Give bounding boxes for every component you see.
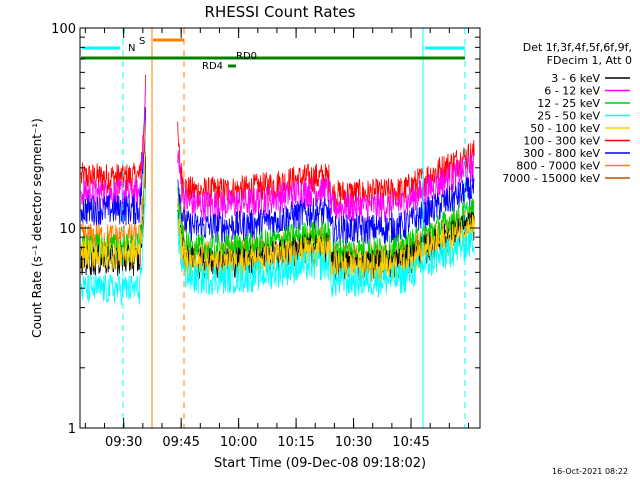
series-line bbox=[177, 214, 475, 284]
legend-entry-label: 6 - 12 keV bbox=[544, 85, 600, 98]
night-flag-label: N bbox=[128, 43, 135, 54]
plot-timestamp: 16-Oct-2021 08:22 bbox=[552, 467, 628, 476]
series-line bbox=[177, 150, 475, 224]
chart-title: RHESSI Count Rates bbox=[205, 3, 356, 21]
legend-header: Det 1f,3f,4f,5f,6f,9f, bbox=[523, 41, 632, 54]
series-line bbox=[80, 74, 146, 195]
series-lines bbox=[80, 74, 475, 306]
rd0-flag-label: RD0 bbox=[236, 51, 257, 62]
legend-entry-label: 3 - 6 keV bbox=[551, 72, 600, 85]
y-tick-label: 100 bbox=[51, 22, 76, 37]
legend-entry-label: 50 - 100 keV bbox=[530, 122, 600, 135]
saa-flag-label: S bbox=[139, 36, 145, 47]
x-axis-label: Start Time (09-Dec-08 09:18:02) bbox=[214, 456, 426, 471]
y-tick-label: 1 bbox=[68, 422, 76, 437]
plot-annotations: NS RD0 RD4 bbox=[81, 28, 466, 428]
legend-header: FDecim 1, Att 0 bbox=[547, 54, 632, 67]
series-line bbox=[80, 188, 146, 306]
x-tick-label: 09:45 bbox=[162, 435, 199, 450]
x-tick-label: 10:15 bbox=[277, 435, 314, 450]
legend-entry-label: 7000 - 15000 keV bbox=[502, 172, 600, 185]
legend: Det 1f,3f,4f,5f,6f,9f,FDecim 1, Att 0 3 -… bbox=[502, 41, 632, 185]
rd4-flag-label: RD4 bbox=[202, 61, 223, 72]
x-tick-label: 10:45 bbox=[392, 435, 429, 450]
x-tick-label: 10:00 bbox=[220, 435, 257, 450]
series-line bbox=[80, 151, 146, 271]
legend-entry-label: 100 - 300 keV bbox=[523, 135, 600, 148]
legend-entry-label: 800 - 7000 keV bbox=[516, 160, 600, 173]
series-line bbox=[177, 211, 475, 298]
series-line bbox=[177, 121, 475, 212]
x-tick-label: 10:30 bbox=[335, 435, 372, 450]
series-line bbox=[177, 174, 475, 247]
y-axis-label: Count Rate (s⁻¹ detector segment⁻¹) bbox=[30, 118, 44, 338]
series-line bbox=[80, 86, 146, 210]
series-line bbox=[80, 107, 146, 226]
legend-entry-label: 300 - 800 keV bbox=[523, 147, 600, 160]
legend-entry-label: 12 - 25 keV bbox=[537, 97, 600, 110]
x-tick-label: 09:30 bbox=[105, 435, 142, 450]
legend-entry-label: 25 - 50 keV bbox=[537, 110, 600, 123]
y-tick-label: 10 bbox=[59, 222, 76, 237]
axes: 09:30 09:45 10:00 10:15 10:30 10:45 1 10 100 bbox=[51, 22, 480, 450]
series-line bbox=[80, 124, 146, 254]
